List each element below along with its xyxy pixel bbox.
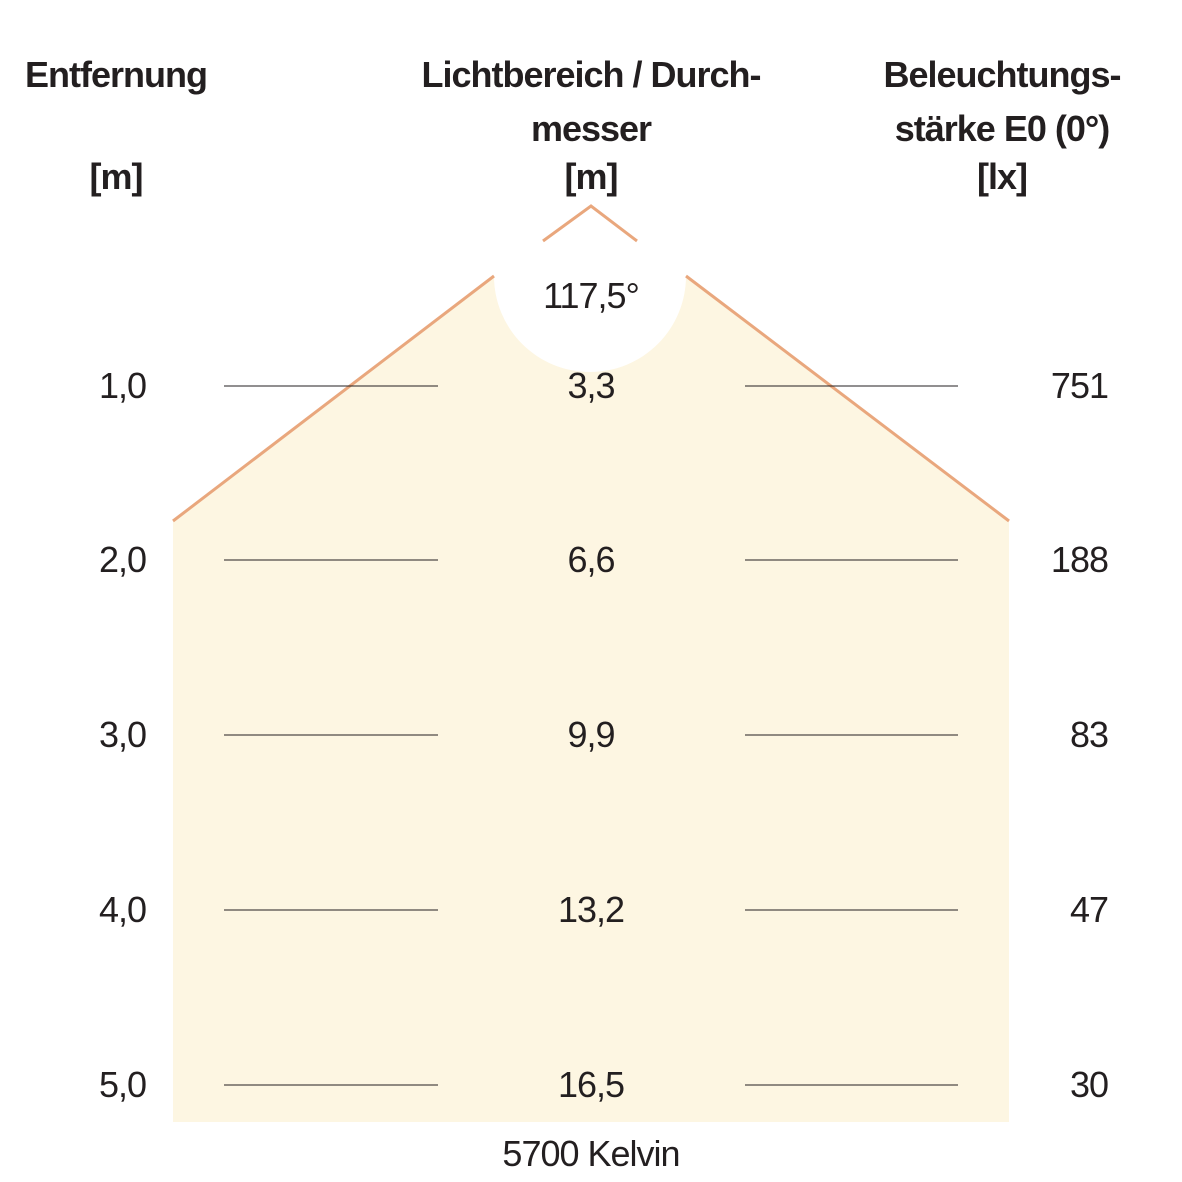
header-diameter-line1: Lichtbereich / Durch- [421, 54, 761, 95]
header-illuminance-line2: stärke E0 (0°) [894, 108, 1111, 149]
illuminance-value: 47 [1069, 889, 1109, 930]
header-distance-unit: [m] [89, 156, 144, 197]
illuminance-value: 30 [1069, 1064, 1109, 1105]
distance-value: 1,0 [98, 365, 147, 406]
color-temperature-label: 5700 Kelvin [502, 1133, 680, 1174]
distance-value: 5,0 [98, 1064, 147, 1105]
diameter-value: 13,2 [557, 889, 625, 930]
header-distance: Entfernung [16, 48, 216, 102]
diameter-value: 9,9 [567, 714, 615, 755]
distance-value: 4,0 [98, 889, 147, 930]
header-diameter-unit: [m] [564, 156, 619, 197]
illuminance-value: 83 [1069, 714, 1109, 755]
header-distance-title: Entfernung [25, 54, 208, 95]
diameter-value: 16,5 [557, 1064, 625, 1105]
diameter-value: 6,6 [567, 539, 615, 580]
header-diameter-line2: messer [530, 108, 652, 149]
beam-angle-label: 117,5° [543, 275, 640, 316]
header-diameter: Lichtbereich / Durch- messer [381, 48, 801, 156]
diameter-value: 3,3 [567, 365, 615, 406]
illuminance-value: 188 [1050, 539, 1109, 580]
header-illuminance-unit: [lx] [977, 156, 1028, 197]
beam-edge-left [172, 274, 495, 523]
illuminance-value: 751 [1050, 365, 1109, 406]
header-illuminance-line1: Beleuchtungs- [883, 54, 1121, 95]
header-illuminance: Beleuchtungs- stärke E0 (0°) [852, 48, 1152, 156]
beam-edge-right [685, 274, 1010, 523]
distance-value: 3,0 [98, 714, 147, 755]
beam-apex-edge [542, 204, 638, 243]
distance-value: 2,0 [98, 539, 147, 580]
